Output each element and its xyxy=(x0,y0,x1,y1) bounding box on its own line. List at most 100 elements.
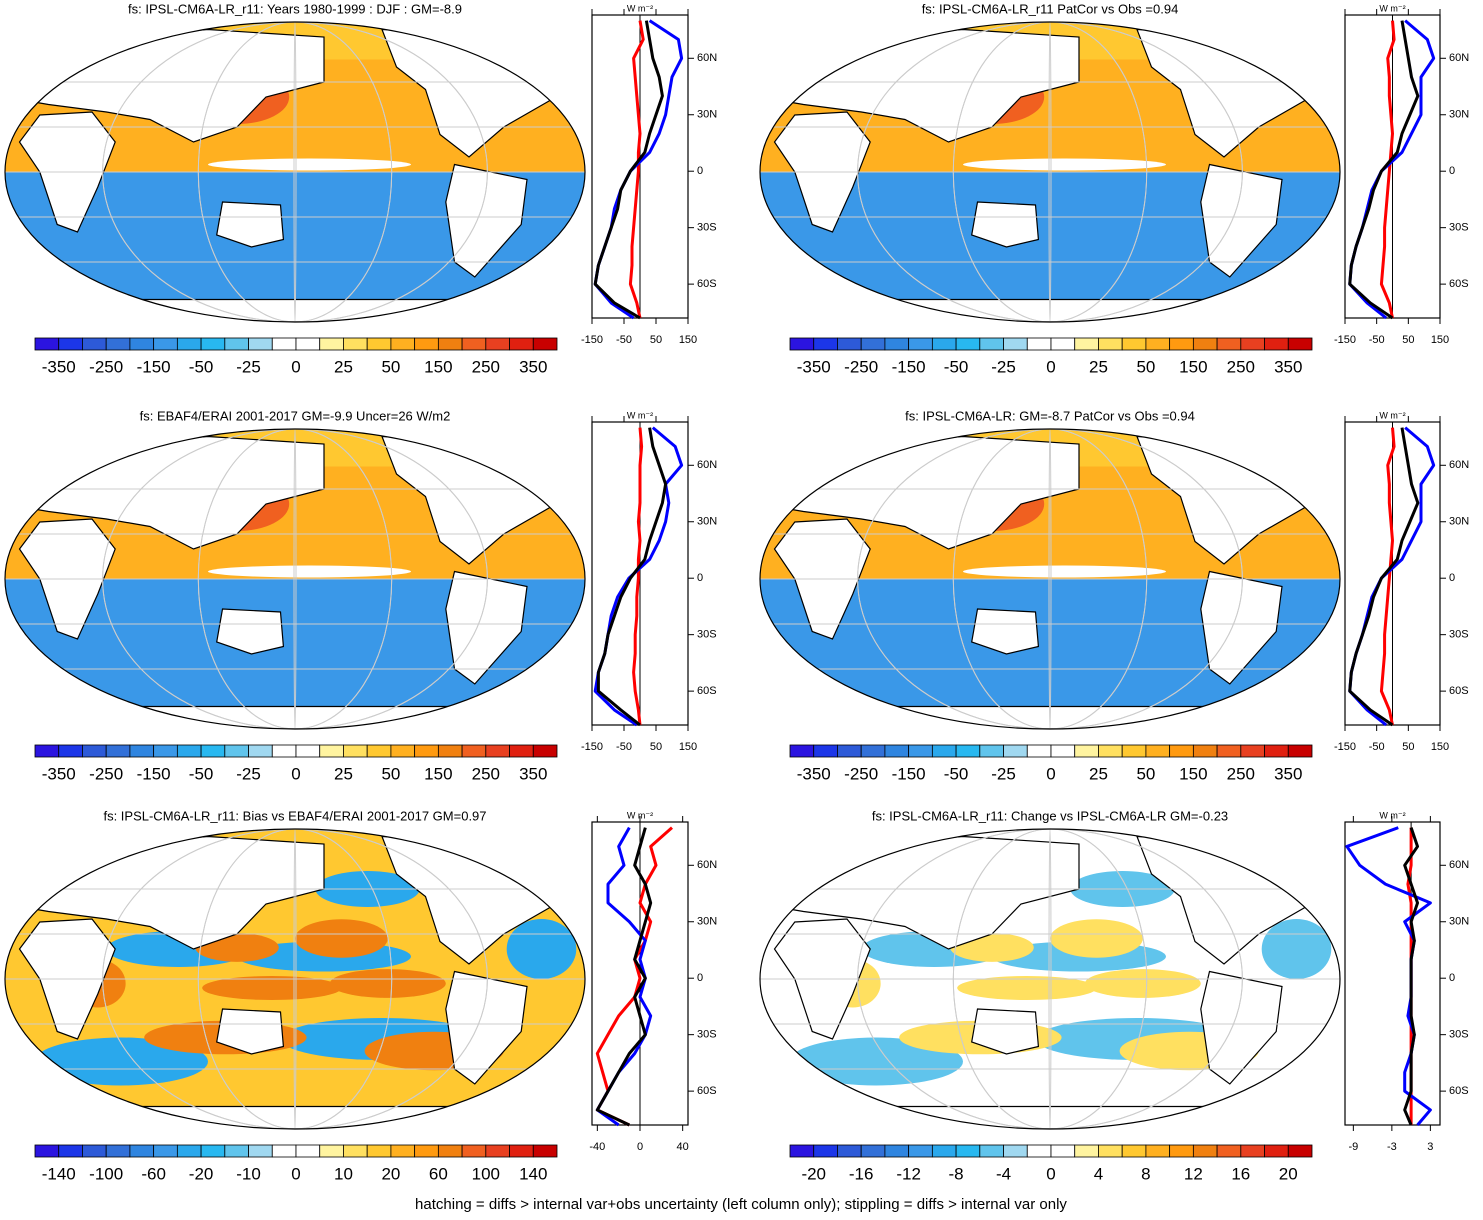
color-swatch xyxy=(1074,337,1099,351)
graticule xyxy=(197,429,393,729)
color-swatch xyxy=(1074,1144,1099,1158)
land xyxy=(445,570,528,685)
profile-line xyxy=(632,427,644,726)
field xyxy=(963,565,1166,578)
field xyxy=(1084,969,1201,998)
color-swatch xyxy=(1169,744,1194,758)
lat-label: 30N xyxy=(1449,109,1469,121)
colorbar-label: 50 xyxy=(381,764,400,783)
color-swatch xyxy=(200,744,226,758)
land xyxy=(5,1105,585,1129)
color-swatch xyxy=(931,744,957,758)
profile-line xyxy=(1403,827,1420,1126)
colorbar-label: 25 xyxy=(1089,764,1108,783)
color-swatch xyxy=(343,744,368,758)
x-tick-label: 150 xyxy=(679,741,697,753)
colorbar-label: -250 xyxy=(844,764,878,783)
colorbar-label: 0 xyxy=(1046,357,1055,376)
land xyxy=(445,163,528,278)
land xyxy=(760,298,1340,322)
field xyxy=(506,919,577,979)
colorbar-label: 20 xyxy=(381,1164,400,1183)
graticule xyxy=(293,22,297,322)
graticule xyxy=(857,22,1243,322)
profile-line xyxy=(595,827,653,1127)
lat-label: 60N xyxy=(1449,459,1469,471)
lat-label: 60S xyxy=(697,278,717,290)
color-swatch xyxy=(931,1144,957,1158)
color-swatch xyxy=(860,744,886,758)
colorbar-label: 8 xyxy=(1141,1164,1150,1183)
colorbar-label: -50 xyxy=(944,357,969,376)
color-swatch xyxy=(837,744,862,758)
map xyxy=(760,22,1340,322)
lat-label: 0 xyxy=(1449,972,1455,984)
colorbar-label: -25 xyxy=(991,764,1016,783)
color-swatch xyxy=(509,337,534,351)
lat-label: 30N xyxy=(1449,916,1469,928)
color-swatch xyxy=(908,337,933,351)
x-tick-label: -3 xyxy=(1387,1141,1397,1153)
lat-label: 30S xyxy=(1449,629,1469,641)
color-swatch xyxy=(1003,744,1028,758)
color-swatch xyxy=(271,744,297,758)
colorbar-label: -250 xyxy=(844,357,878,376)
panel-title: fs: IPSL-CM6A-LR_r11: Bias vs EBAF4/ERAI… xyxy=(103,808,486,823)
graticule xyxy=(1048,429,1052,729)
color-swatch xyxy=(1121,337,1147,351)
colorbar-label: -16 xyxy=(849,1164,874,1183)
lat-label: 30N xyxy=(697,109,717,121)
color-swatch xyxy=(860,1144,886,1158)
unit-label: W m⁻² xyxy=(627,410,653,420)
color-swatch xyxy=(1192,744,1218,758)
lat-label: 60S xyxy=(1449,278,1469,290)
color-swatch xyxy=(319,1144,344,1158)
colorbar-label: 250 xyxy=(472,764,500,783)
color-swatch xyxy=(1026,744,1052,758)
color-swatch xyxy=(884,1144,910,1158)
lat-label: 60S xyxy=(697,1085,717,1097)
land xyxy=(216,1008,285,1055)
colorbar-label: -20 xyxy=(189,1164,214,1183)
colorbar-label: -150 xyxy=(137,764,171,783)
color-swatch xyxy=(200,1144,226,1158)
profile-line xyxy=(1379,20,1396,319)
land xyxy=(971,201,1040,248)
color-swatch xyxy=(532,337,558,351)
color-swatch xyxy=(153,744,178,758)
field xyxy=(1261,919,1332,979)
color-swatch xyxy=(955,337,981,351)
field xyxy=(202,976,342,1000)
color-swatch xyxy=(248,1144,273,1158)
color-swatch xyxy=(319,337,344,351)
color-swatch xyxy=(1216,744,1242,758)
color-swatch xyxy=(414,1144,439,1158)
colorbar-label: 50 xyxy=(1136,764,1155,783)
x-tick-label: -150 xyxy=(1334,334,1356,346)
x-tick-label: 150 xyxy=(1431,741,1449,753)
profile-line xyxy=(593,20,664,320)
colorbar-label: 350 xyxy=(519,764,547,783)
profile-line xyxy=(1345,826,1432,1126)
color-swatch xyxy=(390,1144,416,1158)
colorbar-label: -25 xyxy=(991,357,1016,376)
color-swatch xyxy=(532,1144,558,1158)
x-tick-label: -50 xyxy=(616,741,632,753)
graticule xyxy=(197,22,393,322)
color-swatch xyxy=(461,337,487,351)
color-swatch xyxy=(343,337,368,351)
color-swatch xyxy=(1240,744,1265,758)
color-swatch xyxy=(485,1144,510,1158)
colorbar-label: -150 xyxy=(892,357,926,376)
color-swatch xyxy=(1026,1144,1052,1158)
land xyxy=(5,298,585,322)
field xyxy=(789,1037,963,1086)
color-swatch xyxy=(485,337,510,351)
color-swatch xyxy=(414,744,439,758)
color-swatch xyxy=(295,1144,321,1158)
color-swatch xyxy=(485,744,510,758)
color-swatch xyxy=(884,744,910,758)
profile-line xyxy=(1348,20,1420,320)
graticule xyxy=(293,829,297,1129)
color-swatch xyxy=(34,337,60,351)
